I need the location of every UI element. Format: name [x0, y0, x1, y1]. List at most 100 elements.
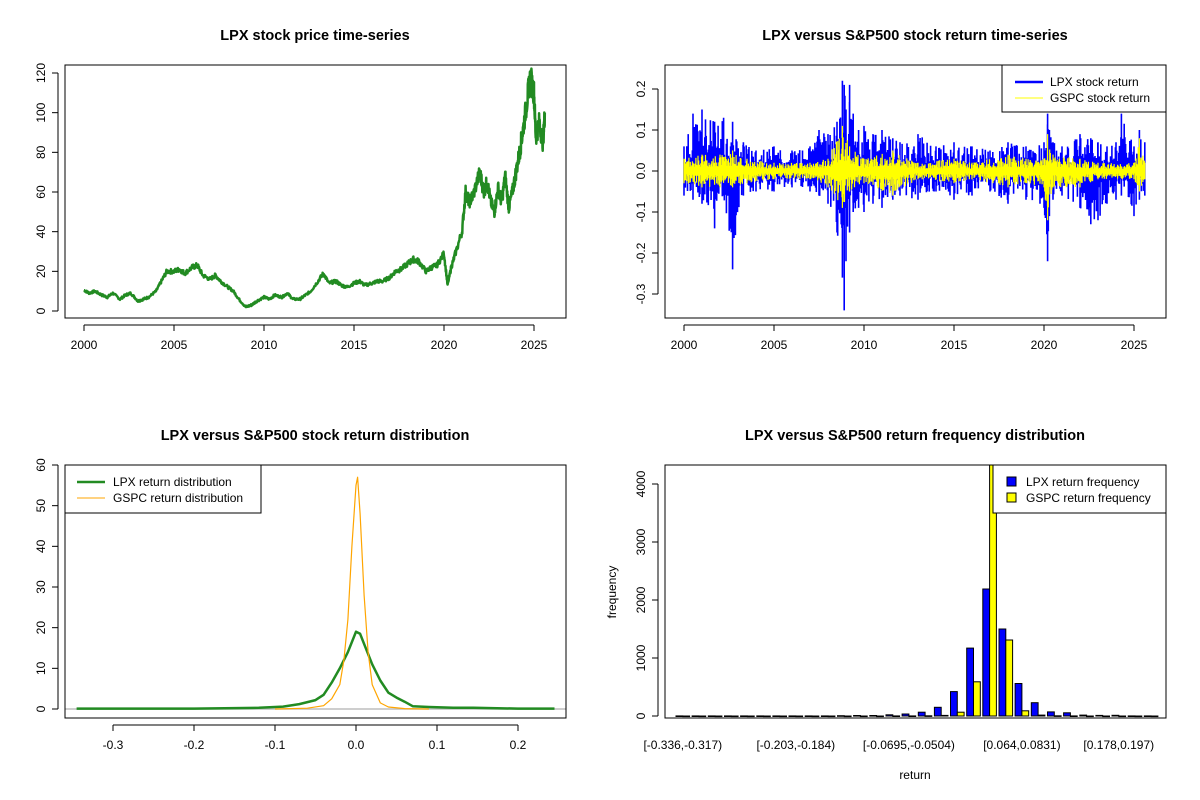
series-lpx-return	[683, 80, 1146, 311]
y-tick-label: 0.2	[634, 80, 648, 97]
plot-frame	[664, 64, 1167, 319]
y-tick-label: 0	[34, 705, 48, 712]
bar-gspc	[1086, 715, 1094, 718]
y-tick-label: -0.2	[634, 242, 648, 263]
bar-lpx	[1095, 714, 1104, 717]
legend-box	[64, 464, 262, 514]
bar-gspc	[682, 715, 691, 718]
bar-lpx	[982, 588, 991, 717]
legend-label-lpx: LPX return distribution	[113, 475, 232, 489]
y-tick-label: -0.3	[634, 283, 648, 304]
series-line-gspc-return	[683, 125, 1146, 221]
plot-frame	[664, 464, 1167, 719]
plot-frame	[64, 64, 567, 319]
legend: LPX return distribution GSPC return dist…	[64, 464, 262, 514]
legend-box	[992, 464, 1167, 514]
y-tick-label: 10	[34, 661, 48, 675]
series-line-lpx-density	[76, 630, 555, 710]
x-axis: 2000 2005 2010 2015 2020 2025	[71, 324, 548, 352]
bar-gspc	[1150, 715, 1159, 718]
bar-lpx	[1014, 683, 1023, 717]
x-tick-label: 2000	[671, 338, 698, 352]
bar-lpx	[675, 715, 684, 718]
series-gspc-return	[683, 125, 1146, 221]
legend-box	[1001, 64, 1167, 113]
y-tick-label: 1000	[634, 644, 648, 671]
x-tick-label: [-0.336,-0.317)	[643, 738, 722, 752]
panel-price-timeseries: LPX stock price time-series 2000 2005 2010…	[34, 28, 567, 352]
bar-lpx	[691, 715, 700, 718]
y-tick-label: 60	[34, 185, 48, 199]
x-tick-label: [0.178,0.197)	[1083, 738, 1154, 752]
bar-gspc	[1037, 714, 1046, 717]
x-axis-label: return	[899, 768, 930, 782]
bar-lpx	[1063, 712, 1071, 717]
x-tick-label: 2015	[941, 338, 968, 352]
bar-gspc	[892, 715, 901, 718]
series-group	[683, 80, 1146, 311]
x-tick-label: [-0.0695,-0.0504)	[863, 738, 955, 752]
bar-gspc	[1005, 639, 1014, 717]
x-tick-label: 2005	[161, 338, 188, 352]
x-tick-label: 2020	[431, 338, 458, 352]
y-tick-label: 30	[34, 580, 48, 594]
bar-lpx	[772, 715, 781, 718]
y-tick-label: 3000	[634, 528, 648, 555]
plot-frame	[64, 464, 567, 719]
legend-label-gspc: GSPC stock return	[1050, 91, 1150, 105]
chart-title: LPX versus S&P500 stock return distribut…	[161, 428, 470, 444]
bar-lpx	[950, 691, 958, 717]
x-axis: 2000 2005 2010 2015 2020 2025	[671, 324, 1148, 352]
x-tick-label: -0.2	[184, 738, 205, 752]
bar-lpx	[820, 715, 829, 718]
bar-gspc	[730, 715, 739, 718]
y-tick-label: 0	[34, 307, 48, 314]
y-axis: 0 1000 2000 3000 4000	[634, 470, 659, 719]
bar-lpx	[788, 715, 797, 718]
x-tick-label: 2015	[341, 338, 368, 352]
bar-lpx	[1111, 714, 1120, 717]
y-tick-label: 60	[34, 458, 48, 472]
bar-lpx	[756, 715, 765, 718]
y-tick-label: 0	[634, 712, 648, 719]
y-tick-label: 50	[34, 499, 48, 513]
y-axis-label: frequency	[605, 566, 619, 619]
x-tick-label: 2005	[761, 338, 788, 352]
bars-group	[675, 464, 1159, 718]
chart-title: LPX stock price time-series	[220, 28, 409, 44]
series-group	[76, 476, 555, 710]
x-tick-label: 2025	[1121, 338, 1148, 352]
bar-gspc	[698, 715, 707, 718]
y-axis: 0 10 20 30 40 50 60	[34, 458, 59, 712]
x-tick-label: 0.0	[348, 738, 365, 752]
y-tick-label: 40	[34, 225, 48, 239]
bar-gspc	[924, 715, 933, 717]
y-tick-label: 120	[34, 63, 48, 83]
x-tick-label: 0.2	[510, 738, 527, 752]
legend-swatch-gspc	[1006, 492, 1017, 503]
bar-gspc	[1118, 715, 1127, 718]
bar-lpx	[740, 715, 748, 718]
series-line-lpx-return	[683, 80, 1146, 311]
bar-gspc	[779, 715, 788, 718]
bar-gspc	[746, 715, 755, 718]
bar-gspc	[908, 715, 917, 718]
y-tick-label: 4000	[634, 470, 648, 497]
y-tick-label: 0.1	[634, 121, 648, 138]
bar-lpx	[1030, 702, 1039, 717]
bar-lpx	[885, 714, 894, 717]
bar-lpx	[837, 715, 845, 717]
bar-lpx	[1127, 715, 1136, 718]
bar-gspc	[827, 715, 836, 718]
x-tick-label: -0.3	[103, 738, 124, 752]
legend-label-gspc: GSPC return distribution	[113, 491, 243, 505]
x-tick-label: 2010	[851, 338, 878, 352]
y-tick-label: 0.0	[634, 162, 648, 179]
legend: LPX return frequency GSPC return frequen…	[992, 464, 1167, 514]
bar-lpx	[1143, 715, 1152, 718]
legend-label-gspc: GSPC return frequency	[1026, 491, 1151, 505]
series-line-gspc-density	[274, 476, 429, 710]
y-axis: -0.3 -0.2 -0.1 0.0 0.1 0.2	[634, 80, 659, 304]
x-tick-label: 2000	[71, 338, 98, 352]
legend-label-lpx: LPX return frequency	[1026, 475, 1139, 489]
